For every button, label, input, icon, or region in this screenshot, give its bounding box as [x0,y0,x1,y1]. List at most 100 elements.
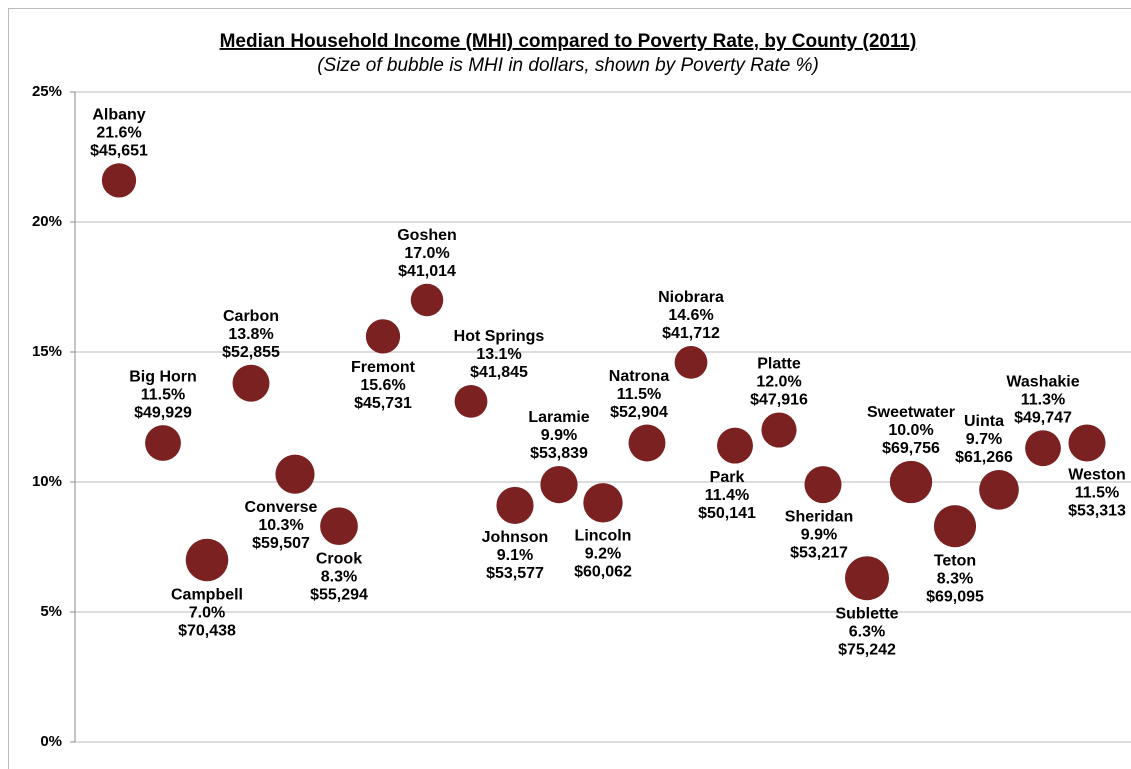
bubble-label-rate: 11.5% [1075,485,1119,502]
bubble-label-name: Sweetwater [867,404,955,421]
bubble-label-rate: 13.8% [228,326,273,343]
y-tick-label: 0% [40,733,62,750]
bubble-label-rate: 9.2% [585,546,621,563]
bubble [628,424,666,462]
bubble-label-rate: 21.6% [96,124,141,141]
bubble [275,454,315,494]
bubble-label-income: $41,712 [662,325,720,342]
bubble [889,460,933,504]
bubble-label-income: $45,651 [90,142,148,159]
bubble-label-name: Big Horn [129,368,197,385]
bubble-label-name: Fremont [351,359,416,376]
chart-subtitle: (Size of bubble is MHI in dollars, shown… [317,55,819,76]
bubble-label-name: Weston [1068,467,1125,484]
bubble-label-income: $41,014 [398,263,456,280]
bubble [717,427,753,464]
bubble-label-rate: 6.3% [849,623,885,640]
bubble [933,505,977,548]
bubble [804,466,842,504]
bubble [1025,430,1061,467]
bubble [845,556,889,601]
y-tick-label: 20% [32,213,62,230]
bubble-label-rate: 17.0% [404,245,449,262]
bubble-label-name: Crook [316,550,362,567]
bubble [496,486,534,524]
bubble [979,469,1019,510]
bubble [583,483,623,523]
bubble [232,364,270,402]
bubble-label-name: Niobrara [658,289,724,306]
bubble-label-income: $69,756 [882,440,940,457]
bubble-label-income: $47,916 [750,392,808,409]
bubble-label-name: Carbon [223,308,279,325]
bubble-label-rate: 15.6% [360,377,405,394]
bubble-label-rate: 8.3% [321,568,357,585]
bubble-label-name: Campbell [171,587,243,604]
bubble-label-income: $53,577 [486,565,544,582]
bubble-label-income: $49,929 [134,404,192,421]
bubble-label-name: Goshen [397,227,457,244]
bubble-label-name: Uinta [964,413,1004,430]
chart-border [8,8,1131,769]
bubble-label-name: Hot Springs [454,328,545,345]
bubble-label-name: Laramie [528,409,589,426]
y-tick-label: 5% [40,603,62,620]
bubble-label-income: $52,904 [610,404,668,421]
bubble-label-rate: 9.7% [966,431,1002,448]
bubble [1068,424,1106,462]
bubble-label-income: $45,731 [354,395,412,412]
bubble-label-rate: 10.0% [888,422,933,439]
bubble-label-name: Teton [934,553,976,570]
y-tick-label: 25% [32,83,62,100]
bubble-label-income: $49,747 [1014,410,1072,427]
bubble-label-rate: 11.5% [617,386,661,403]
bubble [145,425,181,461]
bubble-label-income: $60,062 [574,564,632,581]
bubble-label-income: $61,266 [955,449,1013,466]
bubble-label-name: Albany [92,106,145,123]
bubble-label-income: $50,141 [698,505,756,522]
bubble-label-rate: 11.5% [141,386,185,403]
bubble-label-rate: 10.3% [258,517,303,534]
bubble-label-rate: 11.4% [705,487,749,504]
bubble-label-rate: 9.1% [497,547,533,564]
bubble-label-name: Converse [245,499,318,516]
bubble-label-name: Natrona [609,368,670,385]
bubble [410,283,444,317]
bubble-label-income: $59,507 [252,535,310,552]
bubble [101,163,137,198]
bubble-label-income: $53,313 [1068,503,1126,520]
bubble-label-rate: 8.3% [937,571,973,588]
bubble-label-rate: 9.9% [801,526,837,543]
bubble-label-rate: 11.3% [1021,392,1065,409]
bubble [674,346,708,379]
bubble [761,412,797,448]
bubble [365,319,401,354]
bubble-label-name: Washakie [1006,374,1079,391]
bubble-label-income: $53,217 [790,544,848,561]
bubble-label-income: $52,855 [222,344,280,361]
bubble-label-income: $55,294 [310,586,368,603]
bubble-label-name: Johnson [482,529,549,546]
bubble-label-rate: 12.0% [756,374,801,391]
bubble-label-name: Lincoln [575,528,632,545]
bubble-label-income: $70,438 [178,623,236,640]
y-tick-label: 10% [32,473,62,490]
bubble-label-name: Platte [757,356,801,373]
bubble-label-income: $41,845 [470,364,528,381]
bubble-label-rate: 14.6% [668,307,713,324]
bubble-label-name: Sublette [835,605,898,622]
bubble [320,507,358,546]
chart-title: Median Household Income (MHI) compared t… [220,31,917,52]
bubble-label-rate: 9.9% [541,427,577,444]
bubble [185,538,229,582]
bubble-label-name: Sheridan [785,508,853,525]
bubble-label-name: Park [710,469,745,486]
bubble [540,465,578,504]
bubble-label-rate: 7.0% [189,605,225,622]
bubble-label-income: $69,095 [926,589,984,606]
bubble-label-rate: 13.1% [476,346,521,363]
bubble-label-income: $53,839 [530,445,588,462]
y-tick-label: 15% [32,343,62,360]
